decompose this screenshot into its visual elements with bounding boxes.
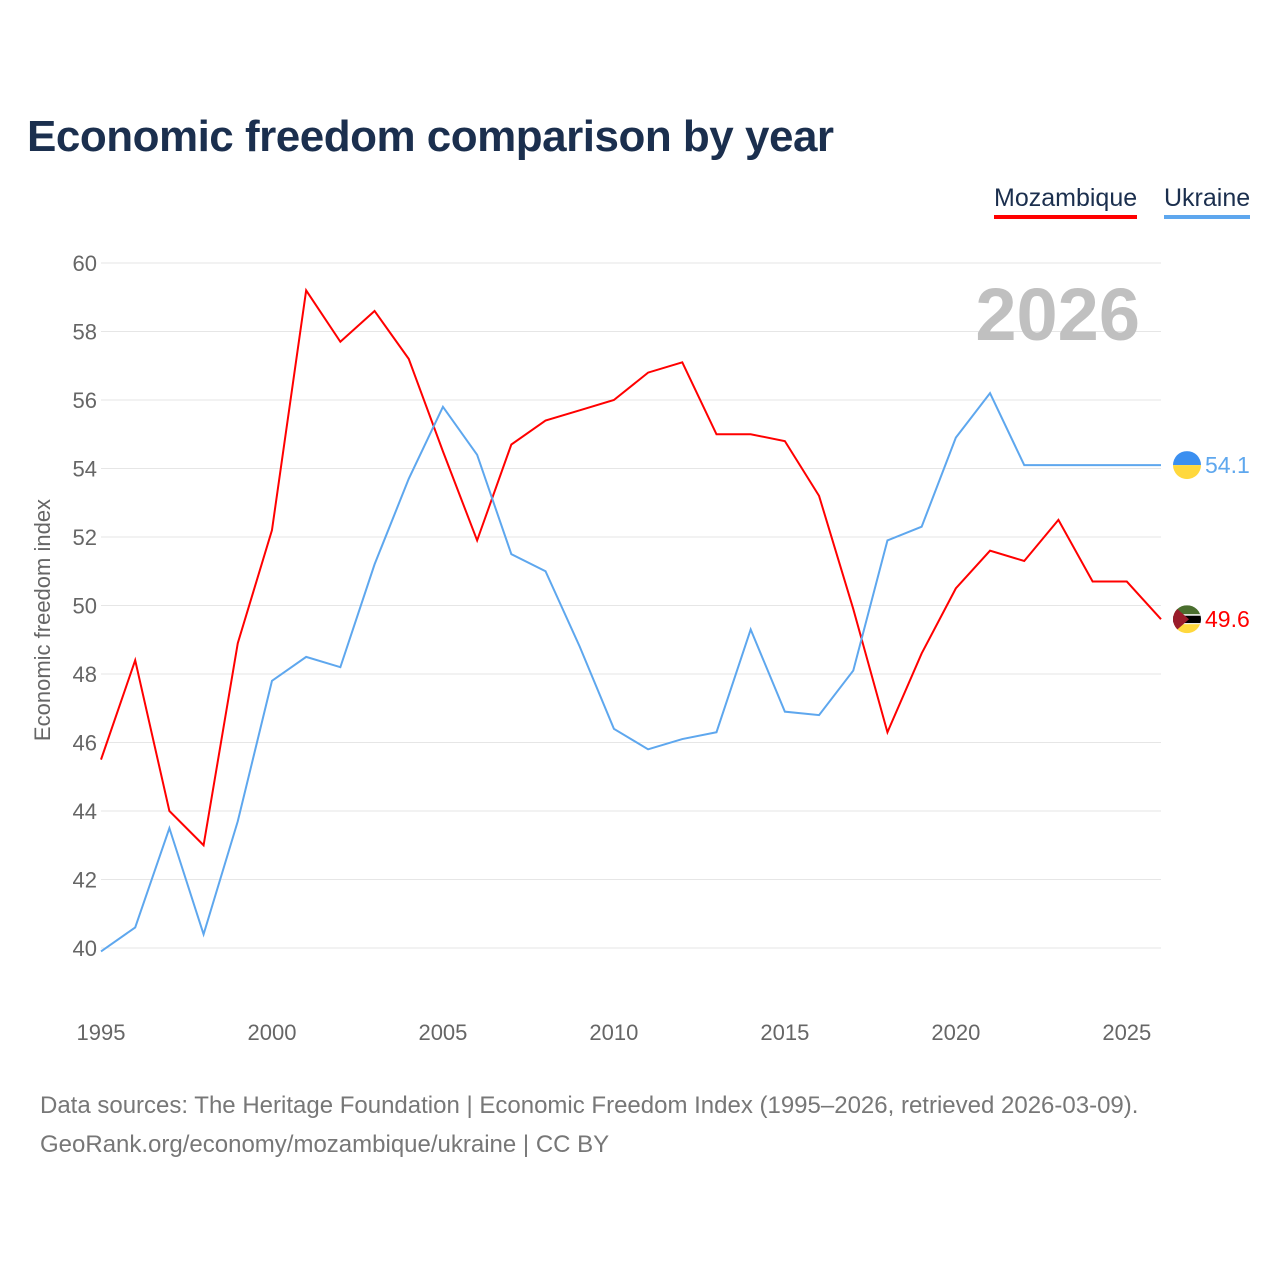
x-tick-label: 2015 <box>760 1020 809 1045</box>
y-tick-label: 58 <box>73 320 97 345</box>
y-tick-label: 52 <box>73 525 97 550</box>
source-link[interactable]: GeoRank.org/economy/mozambique/ukraine |… <box>40 1131 610 1158</box>
end-value-label-mozambique: 49.6 <box>1205 606 1250 632</box>
x-tick-label: 2020 <box>931 1020 980 1045</box>
data-source-text: Data sources: The Heritage Foundation | … <box>40 1092 1139 1119</box>
series-line-ukraine <box>100 391 1161 953</box>
y-tick-label: 54 <box>73 457 97 482</box>
y-axis-label: Economic freedom index <box>30 499 55 741</box>
y-tick-label: 42 <box>73 868 97 893</box>
chart-title: Economic freedom comparison by year <box>27 112 834 161</box>
y-tick-label: 40 <box>73 936 97 961</box>
y-tick-label: 60 <box>73 251 97 276</box>
flag-icon-mozambique <box>1173 605 1201 634</box>
x-tick-label: 2000 <box>247 1020 296 1045</box>
y-tick-label: 48 <box>73 662 97 687</box>
legend-mozambique[interactable]: Mozambique <box>994 184 1138 219</box>
y-tick-label: 44 <box>73 799 97 824</box>
x-tick-label: 2010 <box>589 1020 638 1045</box>
y-tick-label: 50 <box>73 594 97 619</box>
x-tick-label: 2025 <box>1102 1020 1151 1045</box>
y-tick-label: 56 <box>73 388 97 413</box>
end-value-label-ukraine: 54.1 <box>1205 452 1250 478</box>
series-line-mozambique <box>100 287 1162 848</box>
y-tick-label: 46 <box>73 731 97 756</box>
flag-icon-ukraine <box>1173 451 1201 480</box>
legend-ukraine[interactable]: Ukraine <box>1164 184 1251 219</box>
footer: Data sources: The Heritage Foundation | … <box>40 1086 1138 1164</box>
year-watermark: 2026 <box>975 273 1140 356</box>
x-tick-label: 2005 <box>418 1020 467 1045</box>
x-tick-label: 1995 <box>77 1020 126 1045</box>
